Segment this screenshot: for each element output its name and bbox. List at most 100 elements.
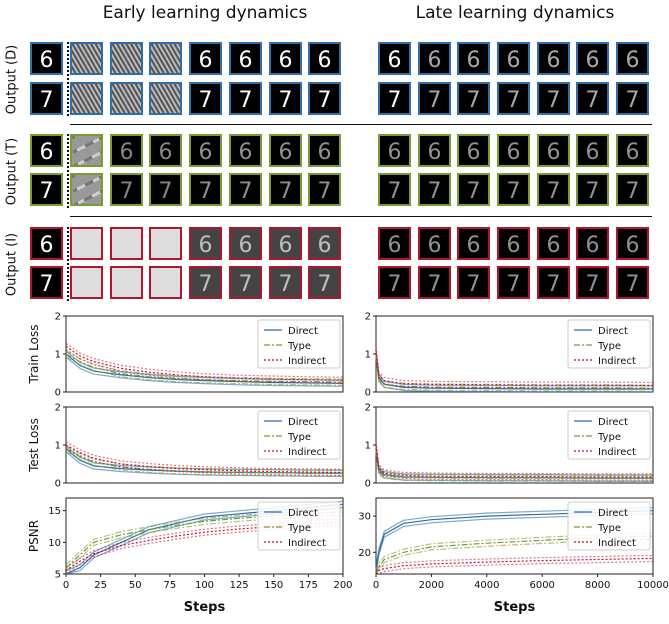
y-tick-label: 2: [55, 403, 61, 414]
x-tick-label: 125: [230, 580, 249, 591]
reconstruction-tile: 7: [576, 82, 609, 115]
y-tick-label: 0: [55, 388, 61, 399]
svg-text:7: 7: [428, 88, 442, 113]
dotted-separator: [67, 227, 69, 301]
x-tick-label: 0: [63, 580, 69, 591]
series-line-type: [65, 448, 344, 475]
svg-text:6: 6: [239, 233, 253, 258]
svg-text:7: 7: [239, 179, 253, 204]
reconstruction-tile: 6: [576, 42, 609, 75]
y-tick-label: 1: [365, 441, 371, 452]
series-line-type: [65, 445, 344, 472]
svg-text:7: 7: [626, 272, 640, 297]
legend-label: Type: [287, 523, 311, 534]
series-line-indirect: [65, 447, 344, 476]
x-tick-label: 2000: [419, 580, 444, 591]
reconstruction-tile: [149, 82, 182, 115]
svg-text:6: 6: [318, 48, 332, 73]
svg-text:6: 6: [586, 48, 600, 73]
reconstruction-tile: 7: [616, 173, 649, 206]
legend-label: Indirect: [598, 356, 636, 367]
svg-text:7: 7: [626, 88, 640, 113]
reconstruction-tile: [70, 134, 103, 167]
reconstruction-tile: 6: [497, 227, 530, 260]
y-tick-label: 1: [55, 350, 61, 361]
reconstruction-tile: [149, 42, 182, 75]
svg-text:6: 6: [547, 233, 561, 258]
reconstruction-tile: 6: [308, 42, 341, 75]
svg-text:7: 7: [467, 179, 481, 204]
svg-text:7: 7: [467, 272, 481, 297]
reconstruction-tile: 7: [378, 173, 411, 206]
svg-text:6: 6: [507, 48, 521, 73]
y-axis-label: Train Loss: [27, 325, 41, 385]
legend-label: Direct: [598, 326, 628, 337]
y-tick-label: 0: [55, 479, 61, 490]
svg-text:7: 7: [547, 179, 561, 204]
svg-text:7: 7: [507, 179, 521, 204]
svg-text:7: 7: [318, 272, 332, 297]
svg-text:6: 6: [626, 233, 640, 258]
legend-label: Indirect: [288, 538, 326, 549]
reconstruction-tile: 6: [497, 42, 530, 75]
legend-box: [257, 410, 341, 460]
series-line-indirect: [65, 524, 344, 575]
reconstruction-tile: 7: [537, 266, 570, 299]
series-line-direct: [65, 448, 343, 474]
series-line-direct: [375, 350, 653, 387]
svg-text:6: 6: [239, 140, 253, 165]
row-divider: [378, 216, 652, 217]
svg-text:7: 7: [388, 88, 402, 113]
svg-text:6: 6: [199, 48, 213, 73]
legend-label: Direct: [288, 508, 318, 519]
x-tick-label: 0: [373, 580, 379, 591]
reconstruction-tile: 6: [269, 227, 302, 260]
series-line-indirect: [65, 521, 344, 572]
reconstruction-tile: 6: [616, 42, 649, 75]
reconstruction-tile: 7: [378, 82, 411, 115]
reconstruction-tile: 7: [576, 266, 609, 299]
svg-text:7: 7: [467, 88, 481, 113]
reconstruction-tile: 6: [308, 227, 341, 260]
reconstruction-tile: 6: [457, 134, 490, 167]
reconstruction-tile: 6: [30, 134, 63, 167]
svg-text:6: 6: [507, 140, 521, 165]
series-line-type: [375, 356, 654, 392]
reconstruction-tile: 7: [616, 266, 649, 299]
reconstruction-tile: [70, 82, 103, 115]
reconstruction-tile: 7: [537, 173, 570, 206]
reconstruction-tile: [110, 42, 143, 75]
series-line-type: [65, 353, 344, 383]
reconstruction-tile: [70, 42, 103, 75]
svg-text:6: 6: [239, 48, 253, 73]
legend-label: Direct: [288, 417, 318, 428]
series-line-indirect: [375, 350, 654, 387]
svg-text:7: 7: [428, 272, 442, 297]
svg-text:6: 6: [40, 233, 54, 258]
reconstruction-tile: 7: [418, 82, 451, 115]
reconstruction-tile: 6: [616, 134, 649, 167]
svg-text:6: 6: [428, 140, 442, 165]
series-line-indirect: [375, 353, 654, 390]
x-tick-label: 10000: [637, 580, 669, 591]
legend-label: Direct: [288, 326, 318, 337]
y-tick-label: 2: [55, 312, 61, 323]
x-tick-label: 50: [129, 580, 142, 591]
reconstruction-tile: 6: [30, 227, 63, 260]
series-line-type: [375, 451, 653, 483]
reconstruction-tile: 6: [229, 134, 262, 167]
svg-text:6: 6: [467, 233, 481, 258]
reconstruction-tile: [70, 227, 103, 260]
series-line-indirect: [375, 447, 653, 481]
reconstruction-tile: 7: [418, 173, 451, 206]
legend-box: [257, 319, 341, 369]
reconstruction-tile: 6: [537, 227, 570, 260]
reconstruction-tile: 7: [537, 82, 570, 115]
svg-text:7: 7: [199, 179, 213, 204]
row-divider: [378, 124, 652, 125]
reconstruction-tile: 7: [457, 82, 490, 115]
svg-text:6: 6: [586, 233, 600, 258]
reconstruction-tile: 7: [229, 266, 262, 299]
reconstruction-tile: 7: [110, 173, 143, 206]
y-tick-label: 30: [358, 512, 371, 523]
